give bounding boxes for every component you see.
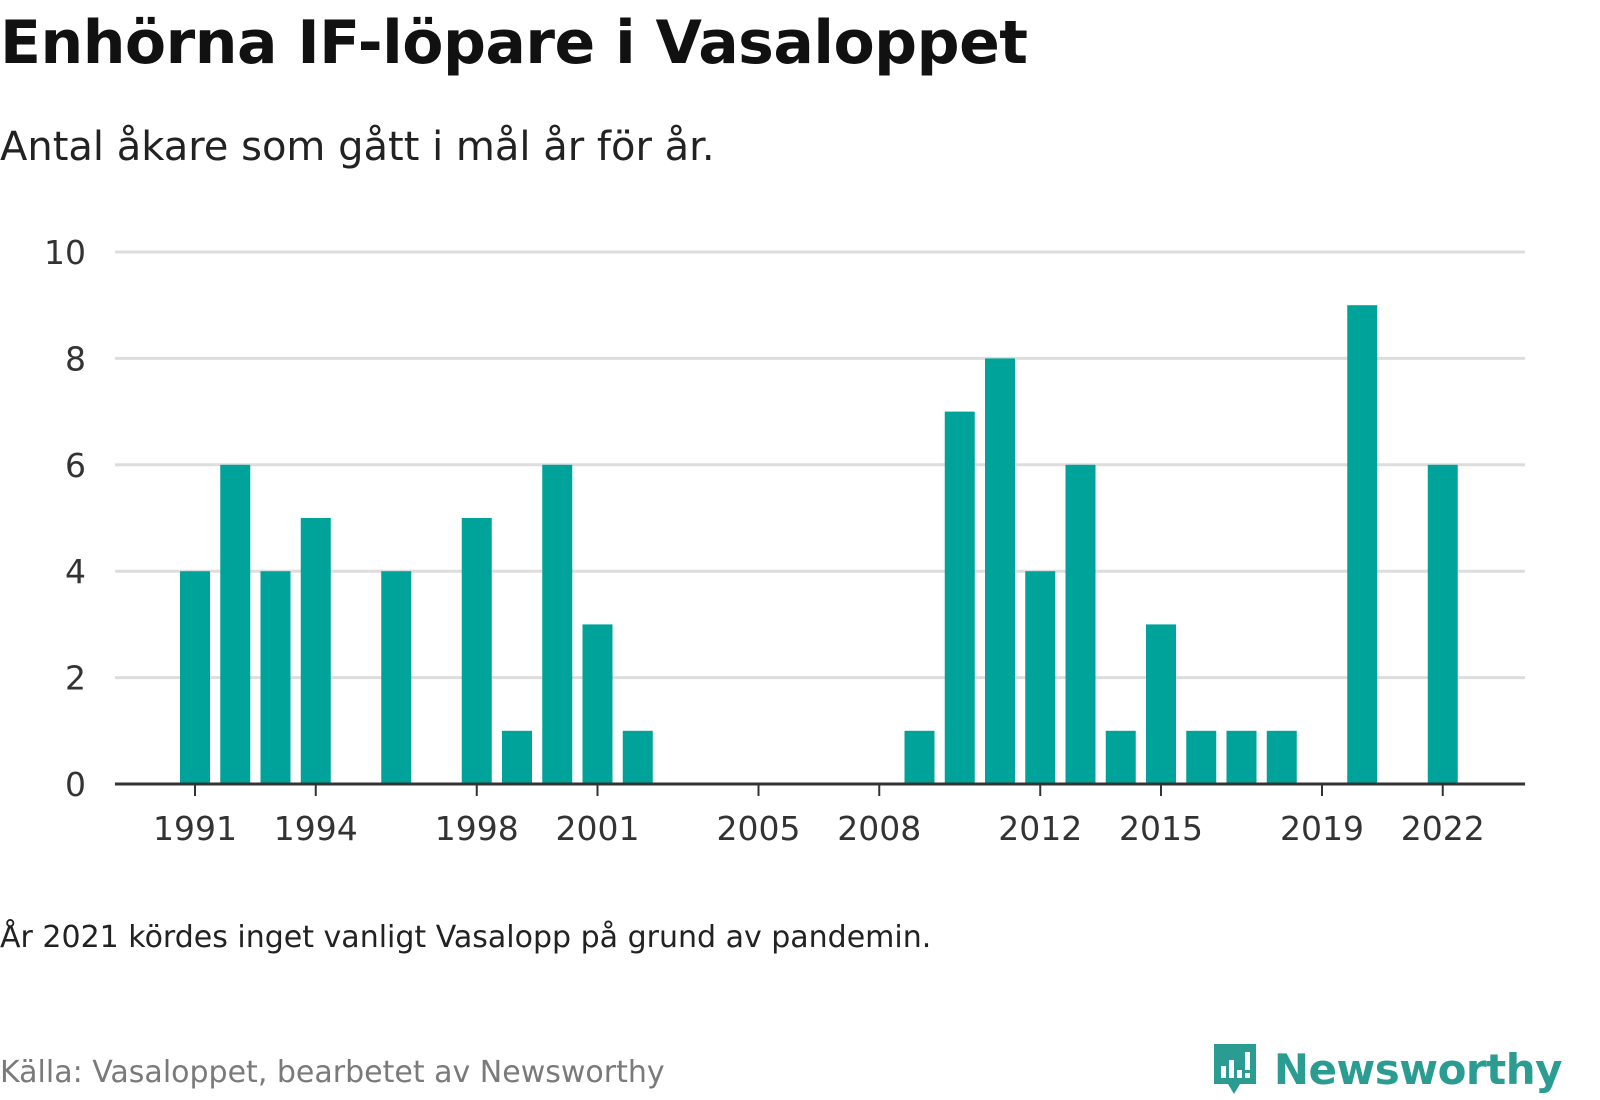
y-tick-label: 0 — [65, 765, 86, 804]
bar-2020 — [1347, 305, 1378, 784]
bar-2015 — [1146, 624, 1176, 784]
x-tick-label: 2001 — [556, 809, 640, 848]
bar-1994 — [300, 518, 331, 784]
bar-2014 — [1105, 730, 1136, 784]
bar-chart: 0 2 4 6 8 10 1991 1994 1998 2001 2005 2008 2012 2015 2… — [44, 233, 1525, 848]
x-tick-label: 1991 — [153, 809, 237, 848]
newsworthy-logo[interactable]: Newsworthy — [1210, 1038, 1563, 1100]
bar-2010 — [944, 411, 975, 784]
y-tick-label: 8 — [65, 339, 86, 378]
x-tick-label: 2015 — [1119, 809, 1203, 848]
chart-title: Enhörna IF-löpare i Vasaloppet — [0, 8, 1028, 78]
bar-1998 — [461, 518, 492, 784]
y-tick-label: 6 — [65, 446, 86, 485]
x-tick-label: 2019 — [1280, 809, 1364, 848]
y-tick-label: 4 — [65, 552, 86, 591]
bar-1993 — [260, 571, 291, 784]
bar-2000 — [542, 464, 573, 784]
x-tick-label: 2012 — [998, 809, 1082, 848]
axes: 0 2 4 6 8 10 1991 1994 1998 2001 2005 2008 2012 2015 2… — [44, 233, 1525, 848]
bar-2013 — [1065, 464, 1096, 784]
x-tick-label: 1994 — [274, 809, 358, 848]
x-tick-label: 2022 — [1401, 809, 1485, 848]
bar-1992 — [220, 464, 251, 784]
x-tick-label: 2005 — [717, 809, 801, 848]
x-tick-label: 2008 — [837, 809, 921, 848]
bar-1991 — [180, 571, 210, 784]
gridlines — [115, 250, 1525, 680]
bar-2001 — [582, 624, 613, 784]
bar-1999 — [502, 730, 532, 784]
newsworthy-logo-text: Newsworthy — [1273, 1044, 1563, 1094]
source-credit: Källa: Vasaloppet, bearbetet av Newswort… — [0, 1055, 665, 1090]
bar-2009 — [904, 730, 935, 784]
bar-2012 — [1025, 571, 1056, 784]
newsworthy-logo-icon — [1213, 1044, 1256, 1094]
bar-2011 — [985, 358, 1015, 784]
x-tick-label: 1998 — [435, 809, 519, 848]
y-tick-label: 2 — [65, 659, 86, 698]
bar-2022 — [1427, 464, 1458, 784]
y-tick-label: 10 — [44, 233, 86, 272]
bar-2018 — [1266, 730, 1297, 784]
bar-2002 — [622, 730, 653, 784]
chart-subtitle: Antal åkare som gått i mål år för år. — [0, 124, 715, 170]
chart-note: År 2021 kördes inget vanligt Vasalopp på… — [0, 920, 932, 955]
bar-2016 — [1186, 730, 1217, 784]
bar-2017 — [1226, 730, 1257, 784]
bar-1996 — [381, 571, 412, 784]
bars — [180, 305, 1458, 784]
